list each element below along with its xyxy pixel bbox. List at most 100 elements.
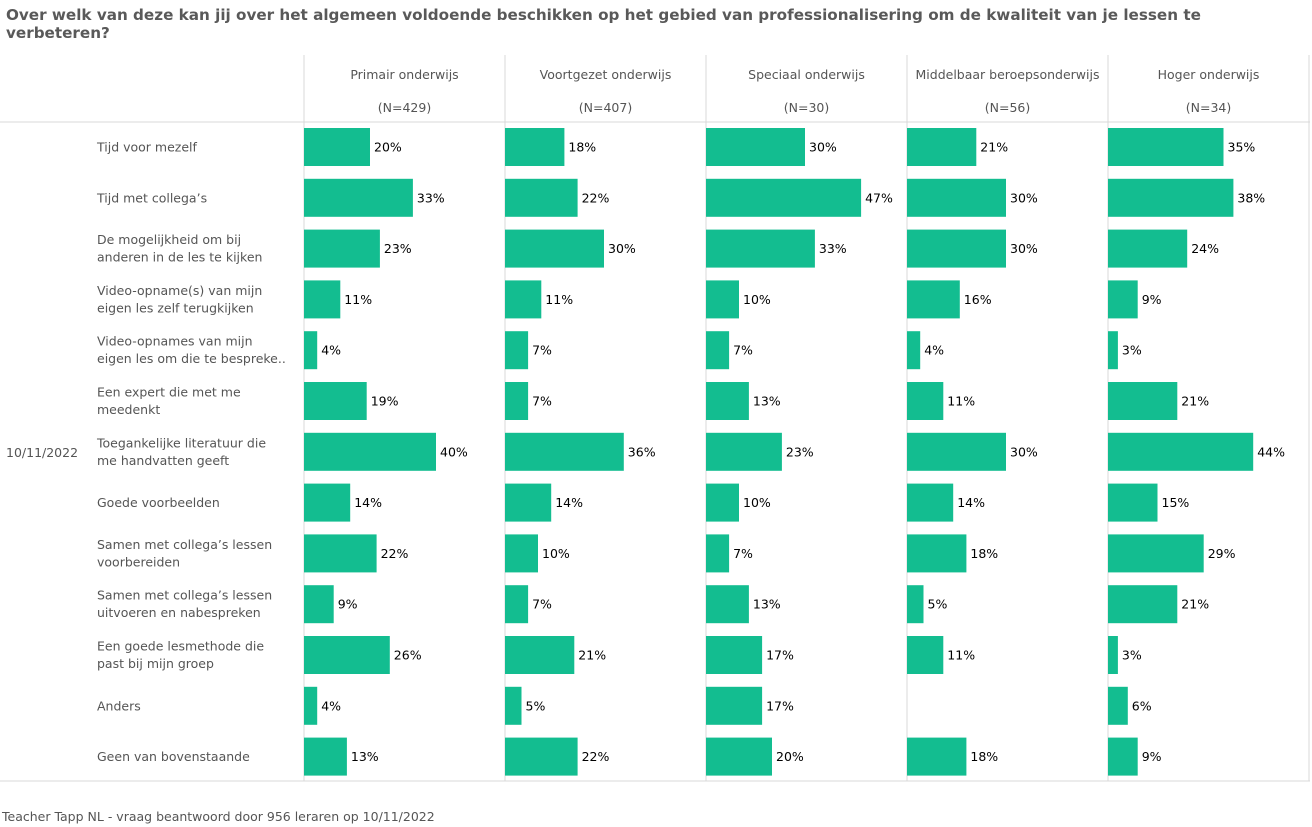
bar — [706, 534, 730, 573]
bar — [1108, 686, 1128, 725]
bar — [1108, 382, 1178, 420]
value-label: 35% — [1228, 140, 1256, 155]
value-label: 7% — [532, 597, 552, 612]
category-label: Een goede lesmethode die past bij mijn gr… — [97, 639, 264, 672]
value-label: 10% — [743, 292, 771, 307]
bar — [907, 534, 967, 573]
category-label: Een expert die met me meedenkt — [97, 385, 241, 418]
value-label: 22% — [381, 546, 409, 561]
value-label: 26% — [394, 648, 422, 663]
value-label: 33% — [819, 241, 847, 256]
bar — [1108, 636, 1118, 674]
bar — [304, 534, 377, 573]
bar — [505, 178, 578, 217]
value-label: 5% — [526, 698, 546, 713]
value-label: 23% — [786, 444, 814, 459]
value-label: 7% — [532, 394, 552, 409]
bar — [304, 280, 341, 319]
value-label: 10% — [743, 495, 771, 510]
value-label: 30% — [1010, 241, 1038, 256]
value-label: 9% — [1142, 292, 1162, 307]
value-label: 9% — [1142, 749, 1162, 764]
bar — [706, 382, 749, 420]
value-label: 30% — [1010, 444, 1038, 459]
value-label: 11% — [947, 394, 975, 409]
value-label: 44% — [1257, 444, 1285, 459]
bar — [706, 585, 749, 624]
bar — [304, 178, 413, 217]
bar — [1108, 229, 1188, 268]
value-label: 24% — [1191, 241, 1219, 256]
bar — [1108, 737, 1138, 776]
bar — [706, 128, 805, 166]
panel-n-label: (N=56) — [985, 100, 1030, 115]
value-label: 20% — [374, 140, 402, 155]
bar — [304, 331, 318, 370]
bar — [505, 280, 542, 319]
panel-n-label: (N=429) — [378, 100, 431, 115]
panel-title: Voortgezet onderwijs — [540, 67, 672, 82]
category-label: De mogelijkheid om bij anderen in de les … — [97, 232, 262, 265]
bar — [907, 178, 1006, 217]
bar — [706, 280, 739, 319]
bar — [1108, 534, 1204, 573]
bar — [1108, 483, 1158, 522]
panel-title: Primair onderwijs — [350, 67, 458, 82]
value-label: 5% — [928, 597, 948, 612]
value-label: 21% — [578, 648, 606, 663]
bar — [304, 432, 436, 471]
value-label: 30% — [1010, 190, 1038, 205]
bar — [706, 636, 763, 674]
bars — [304, 128, 1254, 776]
panel-headers: Primair onderwijs (N=429) Voortgezet onder… — [350, 67, 1259, 115]
category-label: Toegankelijke literatuur die me handvatte… — [96, 435, 266, 468]
value-label: 3% — [1122, 648, 1142, 663]
faceted-bar-chart: Primair onderwijs (N=429) Voortgezet onder… — [0, 55, 1310, 782]
category-label: Samen met collega’s lessen voorbereiden — [97, 537, 272, 570]
value-label: 10% — [542, 546, 570, 561]
value-label: 14% — [354, 495, 382, 510]
value-label: 17% — [766, 648, 794, 663]
value-label: 30% — [608, 241, 636, 256]
bar — [907, 636, 944, 674]
category-label: Goede voorbeelden — [97, 495, 220, 510]
value-label: 4% — [924, 343, 944, 358]
bar — [505, 636, 575, 674]
panel-title: Hoger onderwijs — [1158, 67, 1260, 82]
value-label: 40% — [440, 444, 468, 459]
bar — [907, 432, 1006, 471]
panel-n-label: (N=30) — [784, 100, 829, 115]
row-labels: 10/11/2022 Tijd voor mezelf Tijd met colle… — [6, 140, 286, 765]
bar — [505, 128, 565, 166]
bar — [304, 585, 334, 624]
value-label: 16% — [964, 292, 992, 307]
value-label: 14% — [957, 495, 985, 510]
bar — [907, 280, 960, 319]
value-label: 21% — [1181, 394, 1209, 409]
bar — [505, 229, 604, 268]
bar — [907, 585, 924, 624]
value-label: 33% — [417, 190, 445, 205]
bar — [505, 534, 538, 573]
bar — [907, 483, 954, 522]
bar — [907, 382, 944, 420]
bar — [304, 483, 351, 522]
value-label: 14% — [555, 495, 583, 510]
bar — [304, 382, 367, 420]
category-label: Samen met collega’s lessen uitvoeren en n… — [97, 588, 272, 621]
bar — [304, 636, 390, 674]
bar — [505, 331, 529, 370]
value-label: 21% — [1181, 597, 1209, 612]
bar — [505, 483, 552, 522]
value-label: 47% — [865, 190, 893, 205]
category-label: Geen van bovenstaande — [97, 749, 250, 764]
panel-n-label: (N=34) — [1186, 100, 1231, 115]
bar — [1108, 178, 1234, 217]
value-label: 7% — [733, 546, 753, 561]
panel-title: Speciaal onderwijs — [748, 67, 865, 82]
value-label: 11% — [947, 648, 975, 663]
value-label: 15% — [1162, 495, 1190, 510]
value-label: 23% — [384, 241, 412, 256]
bar — [706, 432, 782, 471]
bar — [706, 483, 739, 522]
